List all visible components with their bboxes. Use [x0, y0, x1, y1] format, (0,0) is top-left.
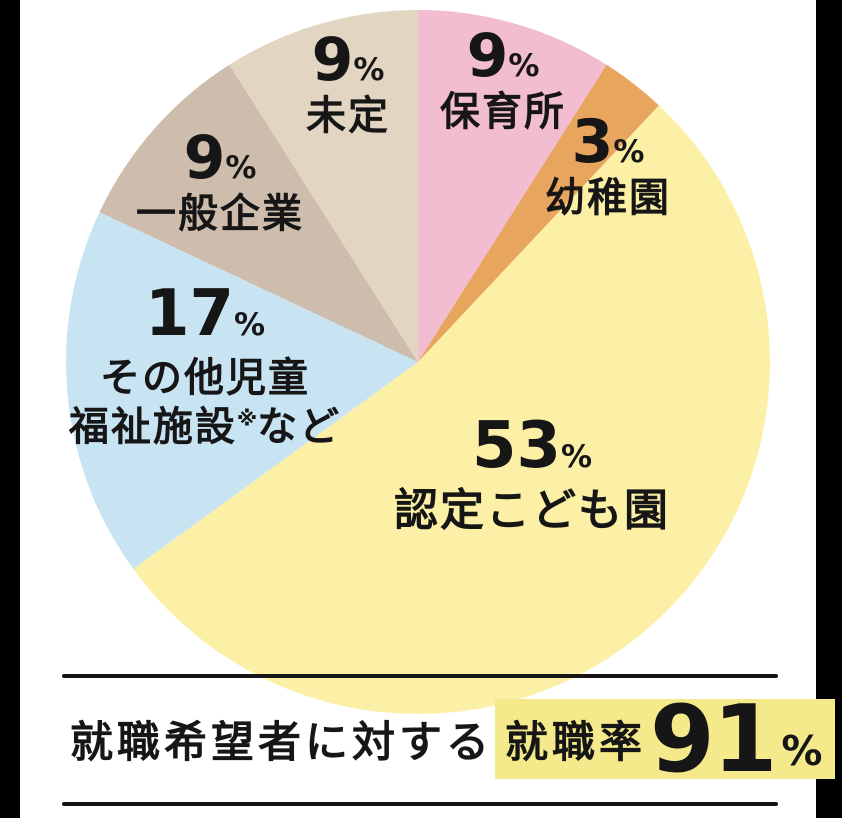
label-nintei-value: 53%	[394, 414, 670, 478]
label-sonota-line2-text: 福祉施設	[68, 403, 237, 450]
label-sonota: 17% その他児童 福祉施設※など	[69, 282, 341, 450]
employment-rate-prefix: 就職希望者に対する	[70, 718, 493, 768]
label-nintei-name: 認定こども園	[394, 485, 670, 536]
pie-chart-svg	[66, 10, 771, 715]
employment-rate-value: 91	[650, 684, 777, 793]
label-yochien: 3% 幼稚園	[545, 112, 671, 221]
label-sonota-line1: その他児童	[100, 355, 310, 401]
label-sonota-line2: 福祉施設※など	[68, 403, 342, 450]
label-mitei-name: 未定	[306, 93, 390, 139]
label-yochien-number: 3	[571, 107, 614, 177]
label-ippan-name: 一般企業	[136, 191, 304, 237]
pie-chart	[65, 9, 771, 715]
label-ippan-percent-sign: %	[225, 150, 257, 186]
label-yochien-percent-sign: %	[613, 134, 645, 170]
label-yochien-value: 3%	[545, 112, 671, 172]
label-sonota-percent-sign: %	[234, 307, 266, 343]
label-hoikusho: 9% 保育所	[440, 26, 566, 135]
label-ippan-number: 9	[183, 123, 226, 193]
label-sonota-number: 17	[144, 277, 234, 351]
label-hoikusho-number: 9	[466, 21, 509, 91]
employment-rate-footer: 就職希望者に対する 就職率 91 %	[70, 676, 835, 802]
label-hoikusho-percent-sign: %	[508, 48, 540, 84]
top-divider-line	[62, 674, 778, 678]
label-nintei-percent-sign: %	[561, 439, 593, 475]
left-black-bar	[0, 0, 20, 818]
label-sonota-value: 17%	[69, 282, 341, 346]
label-mitei-percent-sign: %	[353, 52, 385, 88]
label-mitei: 9% 未定	[306, 30, 390, 139]
employment-rate-highlight: 就職率 91 %	[495, 684, 835, 793]
label-hoikusho-value: 9%	[440, 26, 566, 86]
pie-segment-mitei	[229, 10, 418, 362]
right-black-bar	[816, 0, 842, 818]
label-nintei-number: 53	[471, 409, 561, 483]
label-nintei: 53% 認定こども園	[394, 414, 670, 535]
pie-segment-hoikusho	[418, 10, 607, 362]
employment-rate-unit: %	[781, 727, 823, 775]
label-mitei-number: 9	[311, 25, 354, 95]
pie-segment-yochien	[418, 64, 659, 363]
pie-segment-nintei	[133, 105, 771, 715]
pie-segment-ippan	[99, 64, 418, 363]
label-sonota-footnote-mark: ※	[236, 406, 258, 431]
label-yochien-name: 幼稚園	[545, 175, 671, 221]
pie-segment-sonota	[66, 212, 418, 569]
employment-rate-label: 就職率	[505, 718, 646, 768]
bottom-divider-line	[62, 802, 778, 806]
label-ippan-value: 9%	[136, 128, 304, 188]
label-sonota-line2-suffix: など	[257, 403, 342, 450]
label-mitei-value: 9%	[306, 30, 390, 90]
label-hoikusho-name: 保育所	[440, 89, 566, 135]
label-ippan: 9% 一般企業	[136, 128, 304, 237]
